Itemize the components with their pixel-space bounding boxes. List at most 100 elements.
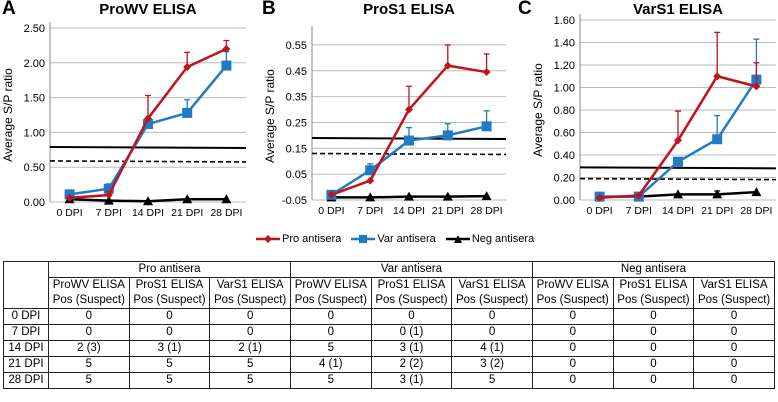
y-tick-label: 2.50 [24,23,45,35]
table-cell: 0 [531,372,614,389]
var-marker-icon [351,235,376,243]
data-point [221,194,232,204]
y-tick-label: 0.15 [286,143,307,155]
x-tick-label: 21 DPI [432,205,464,217]
data-point [366,176,375,185]
table-cell: 0 [612,324,695,341]
table-cell: 0 (1) [370,324,453,341]
data-point [674,136,682,145]
chart-C: 0.00 0.20 0.40 0.60 0.80 1.00 1.20 1.40 1.60 0 DP… [518,0,777,217]
table-cell: 5 [128,356,211,373]
data-point [143,196,153,206]
assay-name: ProS1 ELISA [619,279,688,291]
data-point [103,195,114,205]
pos-label: Pos (Suspect) [375,294,448,306]
table-cell: 0 [612,340,695,357]
pos-label: Pos (Suspect) [294,294,367,306]
y-tick-label: 0.00 [24,197,45,209]
table-cell: 0 [693,372,775,389]
data-point [143,119,153,130]
pos-label: Pos (Suspect) [52,294,125,306]
x-tick-label: 14 DPI [393,205,425,217]
x-tick-label: 28 DPI [210,207,242,219]
assay-name: VarS1 ELISA [700,279,768,291]
table-row: 14 DPI 2 (3) 3 (1) 2 (1) 5 3 (1) 4 (1) 0 0 0 [3,340,775,357]
data-point [481,121,492,132]
data-point [673,156,683,167]
x-tick-label: 7 DPI [357,205,383,217]
row-label: 28 DPI [3,372,49,389]
table-cell: 0 [531,356,614,373]
cutoff-line-suspect [579,177,777,181]
table-cell: 0 [209,308,291,325]
data-point [103,183,114,194]
data-point [182,194,193,204]
table-cell: 5 [48,372,130,389]
legend: Pro antisera Var antisera Neg antisera [256,233,534,245]
y-tick-label: -0.05 [282,195,307,207]
table-cell: 5 [128,372,211,389]
table-cell: 2 (3) [48,340,130,357]
assay-name: VarS1 ELISA [458,279,526,291]
pos-label: Pos (Suspect) [698,294,771,306]
data-point [221,60,232,71]
data-point [104,191,113,200]
chart-B: -0.05 0.05 0.15 0.25 0.35 0.45 0.55 0 DPI 7 DPI 1… [262,0,507,217]
x-tick-label: 21 DPI [701,205,733,217]
assay-name: ProWV ELISA [294,279,367,291]
table-cell: 0 [289,324,372,341]
table-cell: 0 [693,356,775,373]
x-tick-label: 28 DPI [740,205,772,217]
x-tick-label: 0 DPI [586,205,612,217]
y-tick-label: 0.20 [554,173,575,185]
y-tick-label: 1.60 [554,15,575,27]
y-tick-label: 1.20 [554,60,575,72]
y-tick-label: 1.00 [24,127,45,139]
chart-title: ProS1 ELISA [363,1,455,18]
table-cell: 5 [209,372,291,389]
table-cell: 0 [451,324,533,341]
assay-name: ProS1 ELISA [135,279,204,291]
column-header: VarS1 ELISA Pos (Suspect) [209,277,291,309]
data-point [222,44,231,53]
y-tick-label: 0.05 [286,169,307,181]
group-header: Var antisera [289,261,533,278]
data-point [404,135,414,146]
column-header: ProWV ELISA Pos (Suspect) [48,277,130,309]
pos-label: Pos (Suspect) [536,294,609,306]
pos-label: Pos (Suspect) [214,294,287,306]
data-point [752,82,761,91]
table-cell: 2 (1) [209,340,291,357]
x-tick-label: 21 DPI [171,207,203,219]
y-tick-label: 0.35 [286,92,307,104]
table-cell: 2 (2) [370,356,453,373]
table-row: 21 DPI 5 5 5 4 (1) 2 (2) 3 (2) 0 0 0 [3,356,775,373]
row-label: 21 DPI [3,356,49,373]
cutoff-line-positive [579,166,777,170]
y-tick-label: 1.50 [24,93,45,105]
y-tick-label: 1.00 [554,83,575,95]
table-cell: 3 (2) [451,356,533,373]
column-header: ProWV ELISA Pos (Suspect) [289,277,372,309]
table-row: 28 DPI 5 5 5 5 3 (1) 5 0 0 0 [3,372,775,389]
data-point [327,190,336,199]
table-cell: 5 [209,356,291,373]
x-tick-label: 0 DPI [318,205,344,217]
data-point [144,114,152,123]
data-point [481,191,492,201]
cutoff-line-suspect [311,152,507,156]
table-cell: 0 [128,324,211,341]
corner-cell [3,261,49,309]
series-line-var [69,64,228,196]
y-axis-label: Average S/P ratio [263,69,277,163]
data-point [442,130,453,141]
table-cell: 0 [531,324,614,341]
table-cell: 0 [612,308,695,325]
x-tick-label: 28 DPI [471,205,503,217]
table-cell: 0 [451,308,533,325]
data-point [365,165,376,176]
data-point [713,72,722,81]
table-cell: 0 [612,356,695,373]
assay-name: ProS1 ELISA [377,279,446,291]
